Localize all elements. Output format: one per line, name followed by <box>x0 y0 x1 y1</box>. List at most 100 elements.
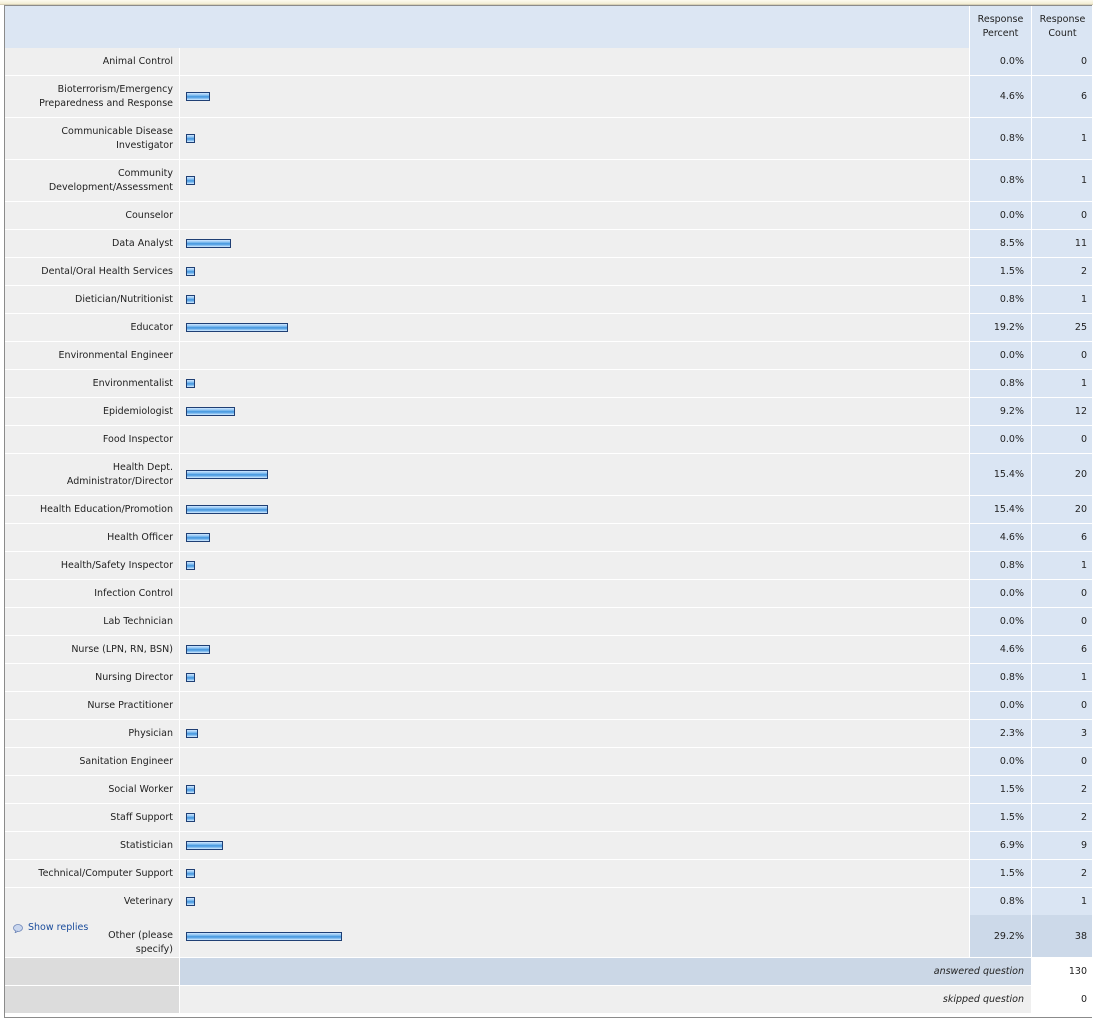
row-count: 1 <box>1031 160 1092 201</box>
response-bar <box>186 295 195 304</box>
row-bar-cell <box>179 608 969 635</box>
row-label: Food Inspector <box>5 426 179 453</box>
row-count: 38 <box>1031 915 1092 957</box>
show-replies-link[interactable]: Show replies <box>13 921 88 935</box>
row-count: 0 <box>1031 48 1092 75</box>
table-row: Health/Safety Inspector 0.8% 1 <box>5 551 1092 579</box>
row-bar-cell <box>179 832 969 859</box>
table-row: Epidemiologist 9.2% 12 <box>5 397 1092 425</box>
row-count: 0 <box>1031 608 1092 635</box>
table-row: Lab Technician 0.0% 0 <box>5 607 1092 635</box>
table-row: Nurse (LPN, RN, BSN) 4.6% 6 <box>5 635 1092 663</box>
row-label: Dietician/Nutritionist <box>5 286 179 313</box>
response-bar <box>186 785 195 794</box>
response-bar <box>186 379 195 388</box>
table-row: Health Officer 4.6% 6 <box>5 523 1092 551</box>
row-label: Communicable Disease Investigator <box>5 118 179 159</box>
row-percent: 2.3% <box>969 720 1031 747</box>
table-row: Environmental Engineer 0.0% 0 <box>5 341 1092 369</box>
response-bar <box>186 407 235 416</box>
row-count: 0 <box>1031 580 1092 607</box>
row-percent: 6.9% <box>969 832 1031 859</box>
row-count: 2 <box>1031 860 1092 887</box>
row-bar-cell <box>179 230 969 257</box>
row-percent: 0.8% <box>969 888 1031 915</box>
speech-bubble-icon <box>13 923 23 933</box>
row-percent: 15.4% <box>969 496 1031 523</box>
row-percent: 8.5% <box>969 230 1031 257</box>
table-row: Animal Control 0.0% 0 <box>5 48 1092 75</box>
response-bar <box>186 470 268 479</box>
row-label: Social Worker <box>5 776 179 803</box>
row-count: 1 <box>1031 664 1092 691</box>
footer-empty-cell <box>5 958 179 985</box>
row-percent: 0.0% <box>969 608 1031 635</box>
table-row: Social Worker 1.5% 2 <box>5 775 1092 803</box>
row-label: Animal Control <box>5 48 179 75</box>
row-count: 1 <box>1031 370 1092 397</box>
row-label: Bioterrorism/Emergency Preparedness and … <box>5 76 179 117</box>
row-label: Nurse (LPN, RN, BSN) <box>5 636 179 663</box>
row-label: Staff Support <box>5 804 179 831</box>
header-response-count: Response Count <box>1031 6 1092 48</box>
row-bar-cell <box>179 48 969 75</box>
row-percent: 4.6% <box>969 76 1031 117</box>
row-bar-cell <box>179 160 969 201</box>
row-label: Nursing Director <box>5 664 179 691</box>
row-bar-cell <box>179 636 969 663</box>
row-label: Community Development/Assessment <box>5 160 179 201</box>
response-bar <box>186 673 195 682</box>
response-bar <box>186 176 195 185</box>
response-bar <box>186 645 210 654</box>
skipped-question-count: 0 <box>1031 986 1092 1013</box>
row-percent: 1.5% <box>969 258 1031 285</box>
table-row: Health Dept. Administrator/Director 15.4%… <box>5 453 1092 495</box>
row-bar-cell <box>179 496 969 523</box>
table-row: Bioterrorism/Emergency Preparedness and … <box>5 75 1092 117</box>
row-label: Health/Safety Inspector <box>5 552 179 579</box>
row-label: Environmental Engineer <box>5 342 179 369</box>
row-bar-cell <box>179 118 969 159</box>
table-row: Physician 2.3% 3 <box>5 719 1092 747</box>
row-bar-cell <box>179 552 969 579</box>
row-label: Sanitation Engineer <box>5 748 179 775</box>
table-header: Response Percent Response Count <box>5 6 1092 48</box>
row-bar-cell <box>179 454 969 495</box>
header-response-percent: Response Percent <box>969 6 1031 48</box>
row-percent: 0.0% <box>969 342 1031 369</box>
table-row: Educator 19.2% 25 <box>5 313 1092 341</box>
header-bar-cell <box>179 6 969 48</box>
answered-question-label: answered question <box>179 958 1031 985</box>
row-count: 1 <box>1031 552 1092 579</box>
row-label: Health Education/Promotion <box>5 496 179 523</box>
table-row: Veterinary 0.8% 1 <box>5 887 1092 915</box>
response-bar <box>186 134 195 143</box>
response-bar <box>186 92 210 101</box>
row-label: Other (please specify) <box>108 930 173 955</box>
row-percent: 1.5% <box>969 860 1031 887</box>
row-bar-cell <box>179 202 969 229</box>
row-bar-cell <box>179 342 969 369</box>
row-label: Physician <box>5 720 179 747</box>
row-count: 0 <box>1031 748 1092 775</box>
response-bar-other <box>186 931 342 941</box>
skipped-question-label: skipped question <box>179 986 1031 1013</box>
row-percent: 0.0% <box>969 202 1031 229</box>
row-label: Nurse Practitioner <box>5 692 179 719</box>
response-bar <box>186 729 198 738</box>
row-count: 9 <box>1031 832 1092 859</box>
row-percent: 9.2% <box>969 398 1031 425</box>
row-count: 1 <box>1031 888 1092 915</box>
table-row: Health Education/Promotion 15.4% 20 <box>5 495 1092 523</box>
row-percent: 19.2% <box>969 314 1031 341</box>
row-percent: 1.5% <box>969 804 1031 831</box>
row-count: 0 <box>1031 342 1092 369</box>
row-percent: 4.6% <box>969 636 1031 663</box>
row-label-cell: Show replies Other (please specify) <box>5 915 179 957</box>
row-label: Health Officer <box>5 524 179 551</box>
row-count: 0 <box>1031 692 1092 719</box>
row-bar-cell <box>179 370 969 397</box>
row-label: Veterinary <box>5 888 179 915</box>
table-row: Nursing Director 0.8% 1 <box>5 663 1092 691</box>
row-bar-cell <box>179 580 969 607</box>
